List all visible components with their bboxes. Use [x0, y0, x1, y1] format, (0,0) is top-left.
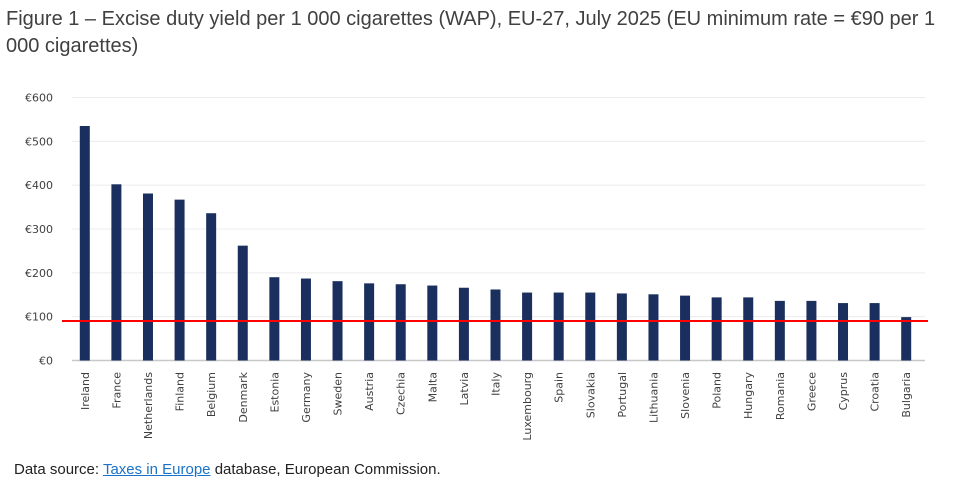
bar-spain	[553, 292, 564, 361]
bar-denmark	[237, 245, 248, 361]
x-tick-label: Germany	[300, 372, 313, 423]
x-tick-label: Luxembourg	[521, 372, 534, 441]
bar-croatia	[869, 303, 880, 361]
bar-poland	[711, 297, 722, 361]
bar-hungary	[743, 297, 754, 361]
x-tick-label: Latvia	[458, 372, 471, 406]
bar-germany	[300, 278, 311, 361]
y-tick-label: €200	[25, 267, 53, 280]
x-tick-label: Netherlands	[142, 372, 155, 439]
y-tick-label: €500	[25, 135, 53, 148]
bar-slovenia	[680, 295, 691, 361]
x-tick-label: Malta	[426, 372, 439, 402]
x-tick-label: Sweden	[332, 372, 345, 415]
x-tick-label: Lithuania	[647, 372, 660, 423]
bar-latvia	[458, 287, 469, 361]
x-tick-label: Italy	[490, 372, 503, 396]
bar-finland	[174, 199, 185, 361]
bar-bulgaria	[901, 317, 912, 361]
x-tick-label: France	[110, 372, 123, 409]
bar-estonia	[269, 277, 280, 361]
bar-belgium	[206, 213, 217, 361]
y-tick-label: €400	[25, 179, 53, 192]
x-tick-label: Czechia	[395, 372, 408, 415]
x-tick-label: Cyprus	[837, 372, 850, 411]
x-tick-label: Croatia	[869, 372, 882, 412]
bar-netherlands	[142, 193, 153, 361]
y-tick-label: €100	[25, 311, 53, 324]
x-tick-label: Hungary	[742, 372, 755, 419]
x-tick-label: Portugal	[616, 372, 629, 418]
x-tick-label: Bulgaria	[900, 372, 913, 418]
x-tick-label: Austria	[363, 372, 376, 411]
source-prefix: Data source:	[14, 461, 103, 478]
bar-romania	[774, 300, 785, 361]
bar-lithuania	[648, 294, 659, 361]
x-tick-label: Spain	[553, 372, 566, 403]
bar-portugal	[616, 293, 627, 361]
source-suffix: database, European Commission.	[210, 461, 441, 478]
x-tick-label: Poland	[711, 372, 724, 409]
x-tick-label: Finland	[174, 372, 187, 411]
x-tick-label: Greece	[805, 372, 818, 411]
x-tick-label: Denmark	[237, 371, 250, 422]
taxes-in-europe-link[interactable]: Taxes in Europe	[102, 461, 211, 478]
data-source: Data source: Taxes in Europe database, E…	[14, 461, 441, 478]
x-tick-label: Slovenia	[679, 372, 692, 419]
bar-italy	[490, 289, 501, 361]
x-tick-label: Belgium	[205, 372, 218, 417]
chart-title: Figure 1 – Excise duty yield per 1 000 c…	[6, 8, 936, 57]
bar-france	[111, 184, 122, 361]
bar-chart: €0 €100 €200 €300 €400 €500 €600 Ireland France N…	[25, 92, 928, 441]
bar-ireland	[79, 125, 90, 361]
x-tick-label: Slovakia	[584, 372, 597, 418]
x-tick-label: Ireland	[79, 372, 92, 410]
bar-greece	[806, 300, 817, 361]
bar-cyprus	[838, 303, 849, 361]
x-tick-label: Romania	[774, 372, 787, 420]
x-tick-label: Estonia	[268, 372, 281, 413]
y-tick-label: €300	[25, 223, 53, 236]
bar-czechia	[395, 284, 406, 361]
bar-slovakia	[585, 292, 596, 361]
y-tick-label: €0	[39, 355, 53, 368]
bar-luxembourg	[522, 292, 533, 361]
bar-malta	[427, 285, 438, 361]
y-tick-label: €600	[25, 92, 53, 105]
